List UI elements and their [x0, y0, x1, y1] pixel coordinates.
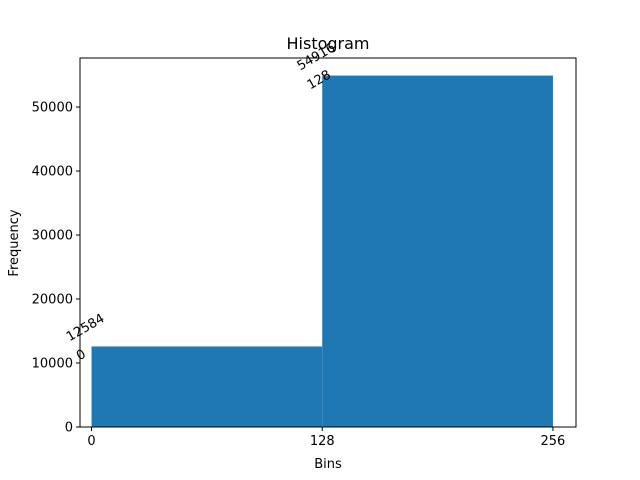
histogram-bar [91, 346, 323, 427]
x-tick-label: 0 [87, 434, 95, 449]
y-tick-label: 20000 [32, 293, 73, 308]
x-tick-label: 128 [310, 434, 335, 449]
x-axis-label: Bins [314, 457, 342, 472]
y-tick-label: 30000 [32, 229, 73, 244]
y-axis-ticks: 0 10000 20000 30000 40000 50000 [32, 101, 80, 436]
y-axis-label: Frequency [7, 209, 22, 276]
bars-group [91, 75, 553, 428]
chart-title: Histogram [287, 34, 370, 53]
x-axis-ticks: 0 128 256 [87, 427, 565, 449]
histogram-bar [322, 75, 553, 428]
x-tick-label: 256 [541, 434, 566, 449]
y-tick-label: 50000 [32, 101, 73, 116]
bar-value-label: 12584 [64, 311, 107, 345]
y-tick-label: 0 [65, 421, 73, 436]
y-tick-label: 40000 [32, 165, 73, 180]
plot-frame [79, 57, 577, 428]
y-tick-label: 10000 [32, 357, 73, 372]
bar-bin-start-label: 0 [74, 347, 89, 364]
